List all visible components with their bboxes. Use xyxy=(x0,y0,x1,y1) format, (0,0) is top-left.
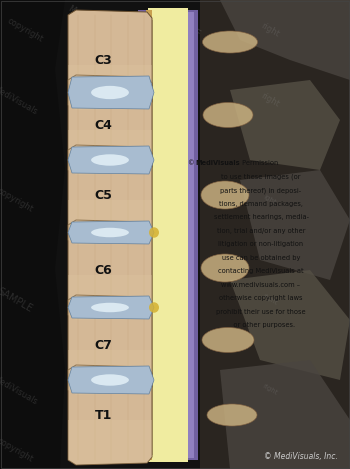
Bar xyxy=(185,185,337,390)
Text: SAMPLE: SAMPLE xyxy=(71,371,110,399)
Text: litigation or non-litigation: litigation or non-litigation xyxy=(218,241,303,247)
Ellipse shape xyxy=(207,404,257,426)
Text: use can be obtained by: use can be obtained by xyxy=(222,255,300,260)
Polygon shape xyxy=(68,365,152,465)
Polygon shape xyxy=(68,76,154,109)
Text: copyright: copyright xyxy=(70,281,110,309)
Polygon shape xyxy=(230,80,340,170)
Polygon shape xyxy=(138,85,152,165)
Polygon shape xyxy=(68,145,152,245)
Text: SAMPLE: SAMPLE xyxy=(158,9,202,40)
Ellipse shape xyxy=(91,228,129,237)
Polygon shape xyxy=(68,65,152,110)
Text: right: right xyxy=(259,91,281,109)
Text: T1: T1 xyxy=(94,408,112,422)
Polygon shape xyxy=(0,0,65,469)
Polygon shape xyxy=(68,221,154,244)
Polygon shape xyxy=(138,230,152,310)
Text: MediVisuals: MediVisuals xyxy=(66,179,114,212)
Text: SAMPLE: SAMPLE xyxy=(0,286,34,314)
Polygon shape xyxy=(200,0,350,469)
Polygon shape xyxy=(68,200,152,245)
Text: to use these images (or: to use these images (or xyxy=(221,174,301,180)
Polygon shape xyxy=(68,75,152,175)
Text: MediVisuals: MediVisuals xyxy=(195,160,240,166)
Polygon shape xyxy=(138,10,198,460)
Ellipse shape xyxy=(201,181,249,209)
Polygon shape xyxy=(68,275,152,320)
Text: MediVisuals: MediVisuals xyxy=(0,374,39,406)
Ellipse shape xyxy=(149,227,159,238)
Text: prohibit their use for those: prohibit their use for those xyxy=(216,309,306,315)
Text: contacting MediVisuals at: contacting MediVisuals at xyxy=(218,268,304,274)
Ellipse shape xyxy=(203,31,258,53)
Ellipse shape xyxy=(91,374,129,386)
Text: or other purposes.: or other purposes. xyxy=(227,322,295,328)
Text: C6: C6 xyxy=(94,264,112,277)
Text: copyright: copyright xyxy=(6,16,44,44)
Ellipse shape xyxy=(91,303,129,312)
Polygon shape xyxy=(220,0,350,80)
Polygon shape xyxy=(68,296,154,319)
Text: © MediVisuals, Inc.: © MediVisuals, Inc. xyxy=(264,452,338,461)
Text: otherwise copyright laws: otherwise copyright laws xyxy=(219,295,303,301)
Polygon shape xyxy=(68,420,152,465)
Polygon shape xyxy=(220,360,350,469)
Ellipse shape xyxy=(202,327,254,353)
Text: SAMPLE: SAMPLE xyxy=(71,96,110,124)
Text: C3: C3 xyxy=(94,53,112,67)
Text: tion, trial and/or any other: tion, trial and/or any other xyxy=(217,227,305,234)
Ellipse shape xyxy=(203,103,253,128)
Polygon shape xyxy=(138,305,152,385)
Polygon shape xyxy=(240,170,350,280)
Text: MediVisuals: MediVisuals xyxy=(66,4,114,37)
Polygon shape xyxy=(146,10,152,460)
Polygon shape xyxy=(68,10,152,110)
Polygon shape xyxy=(68,146,154,174)
Text: ight: ight xyxy=(262,194,278,206)
Polygon shape xyxy=(230,270,350,380)
Polygon shape xyxy=(148,8,188,462)
Ellipse shape xyxy=(91,154,129,166)
Text: www.medivisuals.com –: www.medivisuals.com – xyxy=(222,281,301,287)
Text: MediVisuals: MediVisuals xyxy=(66,429,114,461)
Text: C7: C7 xyxy=(94,339,112,351)
Polygon shape xyxy=(68,220,152,320)
Ellipse shape xyxy=(91,86,129,99)
Ellipse shape xyxy=(149,303,159,313)
Text: C5: C5 xyxy=(94,189,112,202)
Polygon shape xyxy=(68,130,152,175)
Polygon shape xyxy=(138,155,152,235)
Text: tions, demand packages,: tions, demand packages, xyxy=(219,201,303,206)
Polygon shape xyxy=(68,350,152,395)
Text: C4: C4 xyxy=(94,119,112,131)
Polygon shape xyxy=(68,295,152,395)
Text: MediVisuals: MediVisuals xyxy=(0,83,39,116)
Polygon shape xyxy=(138,375,152,455)
Text: copyright: copyright xyxy=(0,436,35,464)
Text: right: right xyxy=(259,21,281,39)
Text: right: right xyxy=(261,383,279,397)
Text: settlement hearings, media-: settlement hearings, media- xyxy=(214,214,308,220)
Polygon shape xyxy=(142,12,194,458)
Polygon shape xyxy=(68,366,154,394)
Text: Permission: Permission xyxy=(240,160,278,166)
Text: copyright: copyright xyxy=(0,186,35,214)
Text: right: right xyxy=(261,293,279,307)
Polygon shape xyxy=(138,20,152,100)
Ellipse shape xyxy=(201,254,249,282)
Text: parts thereof) in deposi-: parts thereof) in deposi- xyxy=(220,187,302,194)
Text: ©: © xyxy=(188,160,197,166)
Text: copyright: copyright xyxy=(155,91,195,119)
